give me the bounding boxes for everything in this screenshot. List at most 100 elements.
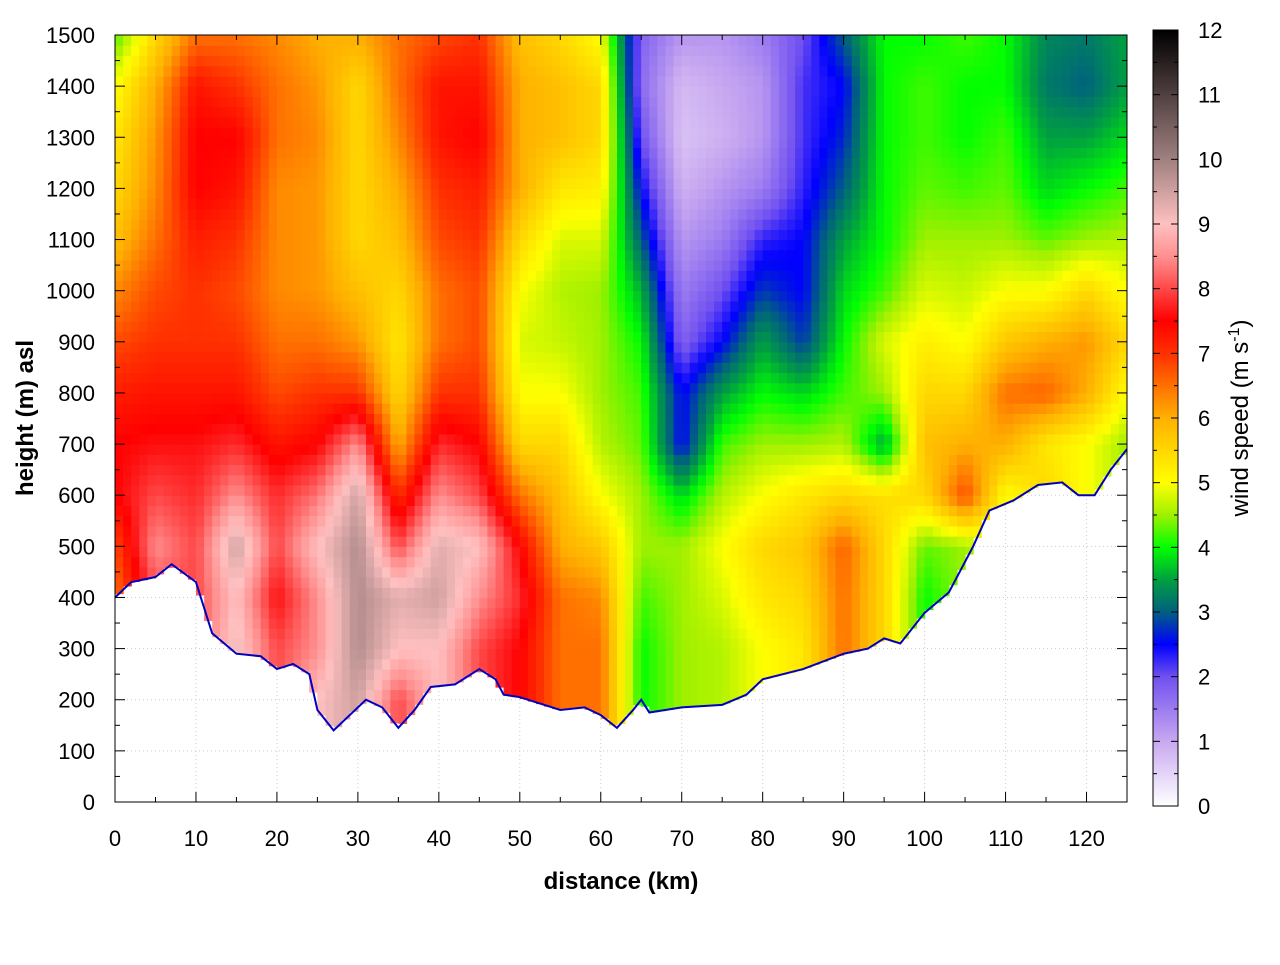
heatmap-cell [147,35,156,46]
heatmap-cell [568,158,577,169]
heatmap-cell [698,505,707,516]
heatmap-cell [228,96,237,107]
heatmap-cell [172,403,181,414]
heatmap-cell [317,107,326,118]
heatmap-cell [682,280,691,291]
heatmap-cell [317,56,326,67]
heatmap-cell [236,209,245,220]
heatmap-cell [496,148,505,159]
heatmap-cell [212,148,221,159]
heatmap-cell [487,465,496,476]
heatmap-cell [293,56,302,67]
heatmap-cell [156,485,165,496]
heatmap-cell [164,301,173,312]
heatmap-cell [722,66,731,77]
heatmap-cell [172,526,181,537]
heatmap-cell [520,649,529,660]
heatmap-cell [552,148,561,159]
heatmap-cell [180,526,189,537]
heatmap-cell [674,56,683,67]
heatmap-cell [212,444,221,455]
heatmap-cell [447,475,456,486]
heatmap-cell [350,362,359,373]
heatmap-cell [358,76,367,87]
heatmap-cell [657,403,666,414]
heatmap-cell [204,35,213,46]
heatmap-cell [261,301,270,312]
heatmap-cell [738,598,747,609]
heatmap-cell [455,362,464,373]
heatmap-cell [245,311,254,322]
heatmap-cell [706,301,715,312]
heatmap-cell [666,373,675,384]
heatmap-cell [253,35,262,46]
heatmap-cell [698,260,707,271]
heatmap-cell [560,342,569,353]
heatmap-cell [633,536,642,547]
heatmap-cell [666,465,675,476]
heatmap-cell [261,362,270,373]
heatmap-cell [730,659,739,670]
heatmap-cell [738,45,747,56]
heatmap-cell [512,505,521,516]
heatmap-cell [463,383,472,394]
heatmap-cell [374,117,383,128]
heatmap-cell [585,598,594,609]
heatmap-cell [666,383,675,394]
heatmap-cell [536,219,545,230]
heatmap-cell [633,270,642,281]
heatmap-cell [172,546,181,557]
heatmap-cell [617,700,626,711]
heatmap-cell [585,618,594,629]
heatmap-cell [706,250,715,261]
heatmap-cell [455,587,464,598]
heatmap-cell [285,332,294,343]
heatmap-cell [657,413,666,424]
heatmap-cell [504,352,513,363]
heatmap-cell [471,516,480,527]
heatmap-cell [666,96,675,107]
heatmap-cell [738,403,747,414]
heatmap-cell [212,229,221,240]
heatmap-cell [139,137,148,148]
heatmap-cell [520,669,529,680]
heatmap-cell [609,107,618,118]
heatmap-cell [172,229,181,240]
heatmap-cell [293,362,302,373]
heatmap-cell [528,209,537,220]
heatmap-cell [334,76,343,87]
heatmap-cell [585,86,594,97]
heatmap-cell [358,526,367,537]
heatmap-cell [633,199,642,210]
heatmap-cell [139,219,148,230]
heatmap-cell [261,444,270,455]
heatmap-cell [577,45,586,56]
heatmap-cell [180,270,189,281]
heatmap-cell [487,475,496,486]
heatmap-cell [560,485,569,496]
heatmap-cell [455,638,464,649]
heatmap-cell [261,260,270,271]
heatmap-cell [747,587,756,598]
heatmap-cell [228,465,237,476]
heatmap-cell [585,342,594,353]
heatmap-cell [431,608,440,619]
heatmap-cell [285,362,294,373]
heatmap-cell [228,403,237,414]
heatmap-cell [738,536,747,547]
heatmap-cell [253,465,262,476]
heatmap-cell [496,393,505,404]
heatmap-cell [398,45,407,56]
heatmap-cell [722,301,731,312]
heatmap-cell [220,270,229,281]
heatmap-cell [625,505,634,516]
heatmap-cell [641,475,650,486]
heatmap-cell [577,199,586,210]
heatmap-cell [552,495,561,506]
heatmap-cell [236,526,245,537]
heatmap-cell [577,362,586,373]
heatmap-cell [560,567,569,578]
heatmap-cell [342,587,351,598]
heatmap-cell [123,158,132,169]
heatmap-cell [431,444,440,455]
